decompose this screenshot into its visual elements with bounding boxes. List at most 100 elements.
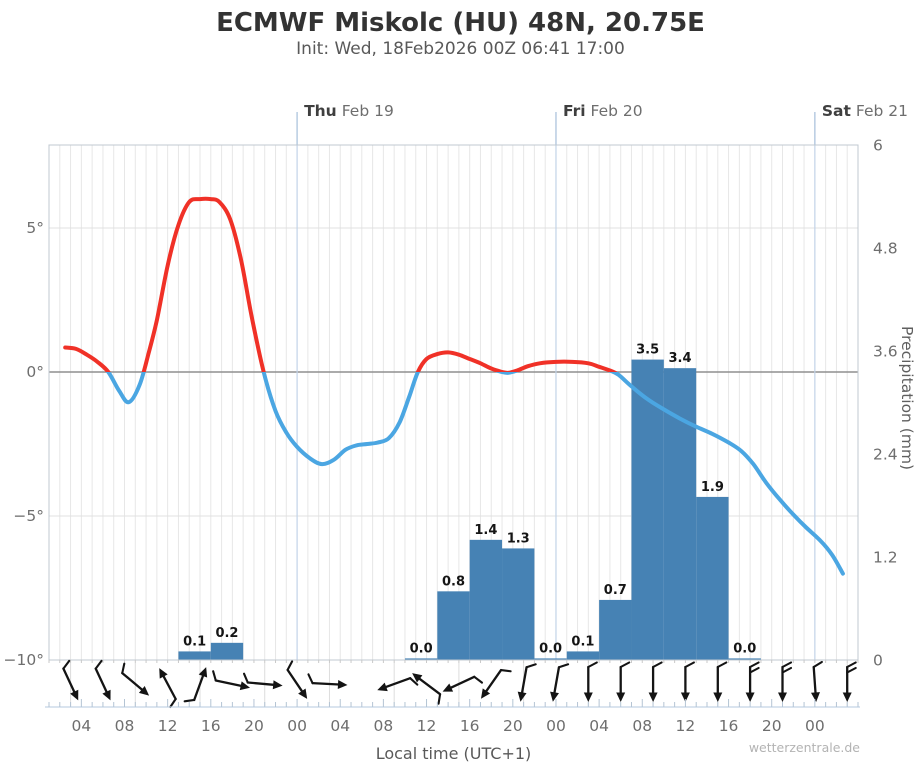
wind-barb-arrowhead <box>298 688 308 699</box>
wind-barb <box>121 662 150 696</box>
temperature-curve-above-zero <box>63 196 618 372</box>
wind-barb <box>517 663 537 702</box>
bar-value-label: 0.1 <box>183 634 206 649</box>
wind-barb <box>94 659 111 701</box>
x-tick-label: 16 <box>719 717 739 735</box>
bar-value-label: 3.4 <box>669 351 692 366</box>
wind-barb <box>377 677 419 692</box>
wind-barb <box>286 660 308 699</box>
wind-barb-shaft <box>246 681 278 687</box>
precip-bar <box>502 548 535 660</box>
wind-barb-shaft <box>62 667 77 697</box>
bar-value-label: 1.4 <box>474 523 497 538</box>
wind-barb-shaft <box>381 677 412 690</box>
wind-barb <box>442 675 484 692</box>
wind-barb-speed-tick <box>812 660 823 669</box>
wind-barb <box>242 672 283 690</box>
chart-subtitle: Init: Wed, 18Feb2026 00Z 06:41 17:00 <box>296 39 625 59</box>
wind-barb-speed-tick <box>409 677 419 686</box>
wind-barb-shaft <box>552 666 561 697</box>
precip-bar <box>469 539 503 660</box>
bar-value-label: 1.3 <box>507 531 530 546</box>
wind-barb-arrowhead <box>745 692 755 702</box>
bar-value-label: 3.5 <box>636 343 659 358</box>
wind-barb <box>648 661 663 702</box>
wind-barb-arrowhead <box>648 692 658 702</box>
wind-barb-shaft <box>415 675 442 696</box>
wind-barb-speed-tick <box>716 661 728 669</box>
wind-barb-arrowhead <box>550 691 559 702</box>
wind-barb-shaft <box>160 672 177 701</box>
precipitation-tick-label: 0 <box>873 652 883 670</box>
day-label: Sat Feb 21 <box>822 102 908 120</box>
wind-barb <box>778 661 793 702</box>
wind-barb-speed-tick <box>121 662 126 675</box>
x-tick-label: 04 <box>330 717 350 735</box>
wind-barb-shaft <box>121 671 146 693</box>
wind-barb-speed-tick <box>212 670 217 682</box>
wind-barb-speed-tick <box>500 669 512 673</box>
precip-bar <box>566 651 600 660</box>
precipitation-tick-label: 2.4 <box>873 446 898 464</box>
day-label: Fri Feb 20 <box>563 102 643 120</box>
wind-barb-speed-tick <box>619 661 631 669</box>
precipitation-tick-label: 6 <box>873 137 883 155</box>
wind-barb-arrowhead <box>272 680 283 690</box>
wind-barb <box>183 667 208 703</box>
wind-barb <box>680 661 695 702</box>
wind-barb-arrowhead <box>337 679 348 689</box>
temperature-tick-label: 5° <box>26 219 44 237</box>
wind-barb-shaft <box>483 668 503 695</box>
precipitation-tick-label: 1.2 <box>873 549 898 567</box>
precipitation-axis-label: Precipitation (mm) <box>898 326 916 471</box>
wind-barb <box>480 668 512 699</box>
wind-barb-arrowhead <box>713 692 723 702</box>
wind-barb-arrowhead <box>583 692 593 702</box>
wind-barb-speed-tick <box>183 698 196 703</box>
x-tick-label: 08 <box>632 717 652 735</box>
temperature-tick-label: −5° <box>13 507 44 525</box>
precip-bar <box>437 591 470 660</box>
wind-barb-shaft <box>94 667 110 697</box>
wind-barb-speed-tick <box>781 661 793 669</box>
bar-value-label: 0.8 <box>442 574 465 589</box>
x-tick-label: 04 <box>589 717 609 735</box>
wind-barb-arrowhead <box>442 683 454 692</box>
wind-barb-arrowhead <box>480 688 491 699</box>
x-tick-label: 00 <box>287 717 307 735</box>
wind-barb <box>616 661 631 702</box>
precip-bar <box>631 359 664 660</box>
bar-value-label: 0.7 <box>604 583 627 598</box>
precipitation-tick-label: 4.8 <box>873 240 898 258</box>
precipitation-tick-label: 3.6 <box>873 343 898 361</box>
wind-barb-speed-tick <box>652 661 663 669</box>
precip-bar <box>599 599 632 660</box>
day-label: Thu Feb 19 <box>304 102 394 120</box>
bar-value-label: 0.1 <box>571 634 594 649</box>
wind-barb-arrowhead <box>377 682 388 692</box>
wind-barb <box>745 661 760 702</box>
wind-barb-arrowhead <box>680 692 690 702</box>
wind-barb <box>159 668 177 709</box>
wind-barb-arrowhead <box>159 668 168 679</box>
wind-barb <box>713 661 728 702</box>
wind-barb-speed-tick <box>286 660 294 671</box>
wind-barb-arrowhead <box>517 691 527 702</box>
temperature-curve-below-zero <box>105 371 845 576</box>
wind-barb-speed-tick <box>846 661 857 669</box>
wind-barb-arrowhead <box>412 673 423 683</box>
wind-barb-speed-tick <box>169 697 177 709</box>
wind-barb-arrowhead <box>138 686 150 696</box>
temperature-tick-label: −10° <box>4 651 44 669</box>
wind-barb-shaft <box>286 668 305 696</box>
wind-barb-shaft <box>214 679 246 688</box>
bar-value-label: 0.0 <box>410 641 433 656</box>
wind-barb-speed-tick <box>525 663 537 669</box>
wind-barb-speed-tick <box>473 675 484 684</box>
x-tick-label: 04 <box>71 717 91 735</box>
wind-barb-speed-tick <box>437 693 442 705</box>
wind-barb-speed-tick <box>846 666 857 674</box>
wind-barb <box>842 661 857 702</box>
wind-barb-speed-tick <box>684 661 695 669</box>
